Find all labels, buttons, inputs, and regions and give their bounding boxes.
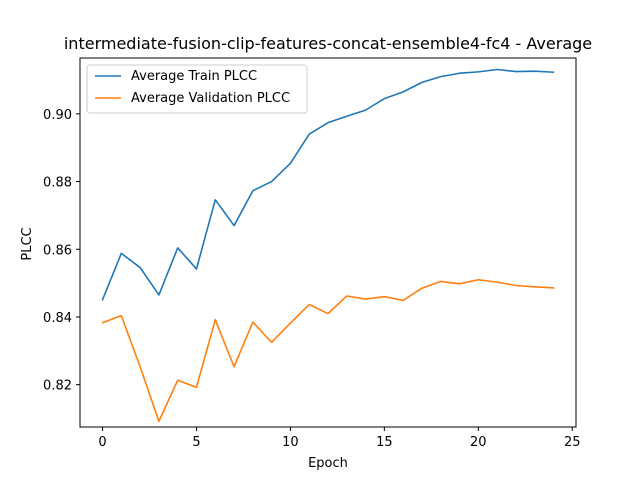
legend-label: Average Train PLCC bbox=[131, 69, 257, 84]
x-tick-label: 0 bbox=[98, 435, 106, 450]
x-tick-label: 15 bbox=[376, 435, 393, 450]
x-tick-label: 20 bbox=[470, 435, 487, 450]
y-tick-label: 0.84 bbox=[43, 311, 72, 326]
y-tick-label: 0.88 bbox=[43, 176, 72, 191]
axes-frame bbox=[79, 57, 577, 428]
y-tick-label: 0.86 bbox=[43, 243, 72, 258]
y-tick-label: 0.90 bbox=[43, 108, 72, 123]
x-tick-label: 25 bbox=[564, 435, 581, 450]
chart-title: intermediate-fusion-clip-features-concat… bbox=[64, 34, 592, 53]
x-tick-label: 10 bbox=[282, 435, 299, 450]
plot-area: 0 5 10 15 20 25 0.82 0.84 0.86 0.88 0.90 bbox=[43, 57, 581, 450]
x-axis-title: Epoch bbox=[308, 456, 348, 471]
x-tick-label: 5 bbox=[192, 435, 200, 450]
legend-label: Average Validation PLCC bbox=[131, 91, 290, 106]
y-tick-label: 0.82 bbox=[43, 379, 72, 394]
legend-box bbox=[86, 64, 308, 114]
y-axis-title: PLCC bbox=[20, 227, 35, 260]
legend: Average Train PLCC Average Validation PLC… bbox=[86, 64, 308, 114]
